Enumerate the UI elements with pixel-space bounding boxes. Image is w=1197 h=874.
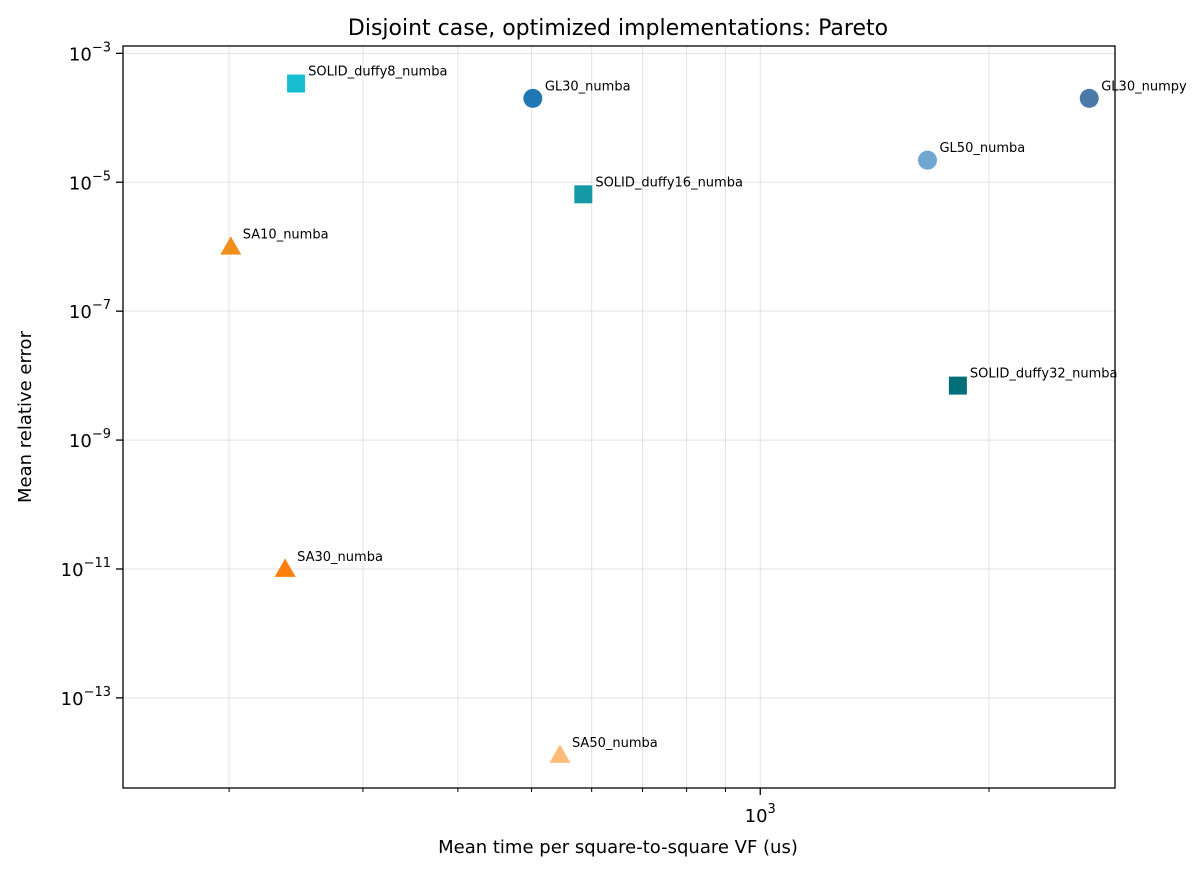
point-label-sa10-numba: SA10_numba <box>243 228 329 243</box>
point-gl50-numba <box>917 150 937 170</box>
point-label-sa30-numba: SA30_numba <box>297 550 383 565</box>
point-solid-duffy32-numba <box>948 376 967 395</box>
point-label-solid-duffy32-numba: SOLID_duffy32_numba <box>970 367 1118 382</box>
point-gl30-numpy <box>1079 88 1099 108</box>
point-gl30-numba <box>523 88 543 108</box>
point-sa50-numba <box>549 744 571 763</box>
y-tick-label: 10−9 <box>69 427 111 452</box>
grid <box>123 46 1115 788</box>
point-label-solid-duffy8-numba: SOLID_duffy8_numba <box>308 65 447 80</box>
plot-frame <box>122 45 1116 789</box>
point-solid-duffy8-numba <box>287 74 306 93</box>
axis-ticks: 103 10−3 10−5 10−7 10−9 10−11 10−13 <box>61 40 990 827</box>
point-solid-duffy16-numba <box>574 185 593 204</box>
point-label-solid-duffy16-numba: SOLID_duffy16_numba <box>595 175 743 190</box>
data-points: SOLID_duffy8_numba GL30_numba GL30_numpy GL… <box>220 65 1187 763</box>
x-axis-label: Mean time per square-to-square VF (us) <box>438 837 798 858</box>
y-tick-label: 10−5 <box>69 169 111 194</box>
point-sa10-numba <box>220 236 242 255</box>
y-tick-label: 10−7 <box>69 298 111 323</box>
point-sa30-numba <box>274 558 296 577</box>
y-tick-label: 10−13 <box>61 685 111 710</box>
chart-title: Disjoint case, optimized implementations… <box>348 16 888 41</box>
point-label-sa50-numba: SA50_numba <box>572 736 658 751</box>
y-tick-label: 10−11 <box>61 556 111 581</box>
y-tick-label: 10−3 <box>69 40 111 65</box>
y-axis-label: Mean relative error <box>15 330 36 503</box>
point-label-gl30-numba: GL30_numba <box>545 79 631 94</box>
point-label-gl50-numba: GL50_numba <box>939 141 1025 156</box>
point-label-gl30-numpy: GL30_numpy <box>1101 79 1187 94</box>
x-tick-label: 103 <box>745 802 776 827</box>
